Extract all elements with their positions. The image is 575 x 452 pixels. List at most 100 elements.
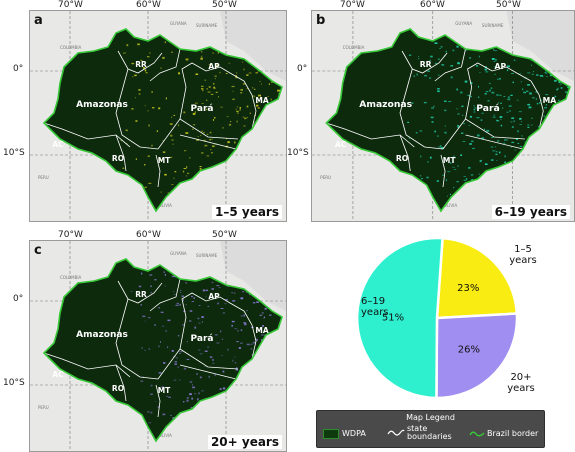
regrowth-patch: [141, 304, 143, 305]
regrowth-patch: [456, 109, 458, 110]
regrowth-patch: [127, 44, 129, 46]
state-label: AP: [495, 62, 507, 71]
regrowth-patch: [545, 72, 546, 73]
regrowth-patch: [147, 56, 150, 57]
regrowth-patch: [462, 115, 463, 116]
state-label: MT: [443, 156, 457, 165]
regrowth-patch: [522, 88, 523, 90]
regrowth-patch: [164, 272, 165, 273]
regrowth-patch: [208, 91, 211, 92]
regrowth-patch: [222, 128, 224, 129]
regrowth-patch: [208, 346, 209, 348]
panel-letter: a: [34, 13, 43, 28]
regrowth-patch: [186, 166, 187, 168]
regrowth-patch: [137, 44, 140, 46]
regrowth-patch: [527, 125, 529, 126]
regrowth-patch: [565, 92, 567, 93]
regrowth-patch: [163, 362, 165, 364]
regrowth-patch: [189, 393, 192, 395]
regrowth-patch: [445, 126, 446, 127]
regrowth-patch: [407, 122, 409, 123]
regrowth-patch: [544, 116, 546, 117]
regrowth-patch: [457, 125, 459, 127]
regrowth-patch: [121, 140, 122, 141]
regrowth-patch: [508, 96, 509, 98]
regrowth-patch: [189, 157, 190, 158]
regrowth-patch: [531, 125, 532, 126]
state-label: MT: [158, 386, 171, 395]
regrowth-patch: [203, 391, 204, 392]
regrowth-patch: [204, 140, 207, 141]
regrowth-patch: [139, 94, 141, 95]
regrowth-patch: [457, 166, 458, 167]
regrowth-patch: [232, 360, 233, 362]
regrowth-patch: [159, 372, 162, 373]
regrowth-patch: [151, 292, 152, 293]
regrowth-patch: [215, 334, 218, 336]
state-label: RO: [396, 154, 409, 163]
regrowth-patch: [149, 52, 150, 53]
regrowth-patch: [503, 96, 505, 97]
regrowth-patch: [170, 415, 171, 416]
regrowth-patch: [222, 355, 223, 356]
regrowth-patch: [151, 385, 153, 387]
regrowth-patch: [201, 51, 202, 52]
state-label: MA: [255, 96, 268, 105]
regrowth-patch: [200, 168, 202, 169]
regrowth-patch: [244, 117, 246, 119]
regrowth-patch: [241, 329, 243, 331]
regrowth-patch: [545, 94, 548, 95]
regrowth-patch: [227, 141, 229, 143]
regrowth-patch: [173, 178, 174, 179]
regrowth-patch: [158, 406, 159, 407]
regrowth-patch: [162, 414, 165, 416]
regrowth-patch: [123, 168, 125, 169]
regrowth-patch: [527, 84, 530, 86]
regrowth-patch: [538, 126, 539, 127]
regrowth-patch: [135, 120, 137, 122]
regrowth-patch: [183, 112, 185, 114]
regrowth-patch: [165, 41, 166, 43]
regrowth-patch: [189, 320, 191, 321]
regrowth-patch: [439, 48, 441, 49]
regrowth-patch: [207, 134, 209, 135]
regrowth-patch: [476, 65, 478, 66]
regrowth-patch: [444, 101, 447, 102]
regrowth-patch: [194, 297, 195, 299]
regrowth-patch: [131, 291, 133, 292]
regrowth-patch: [501, 125, 502, 127]
regrowth-patch: [409, 55, 411, 57]
regrowth-patch: [145, 321, 146, 322]
regrowth-patch: [148, 183, 151, 184]
regrowth-patch: [494, 115, 495, 116]
regrowth-patch: [242, 291, 244, 292]
regrowth-patch: [211, 94, 214, 95]
regrowth-patch: [221, 308, 224, 309]
regrowth-patch: [198, 136, 200, 137]
regrowth-patch: [161, 312, 164, 313]
regrowth-patch: [223, 312, 225, 313]
regrowth-patch: [141, 347, 142, 348]
country-label: COLOMBIA: [60, 45, 82, 50]
regrowth-patch: [157, 130, 158, 132]
regrowth-patch: [233, 91, 234, 92]
regrowth-patch: [183, 401, 185, 402]
regrowth-patch: [243, 116, 244, 117]
regrowth-patch: [234, 328, 237, 329]
regrowth-patch: [431, 107, 434, 108]
regrowth-patch: [145, 106, 146, 107]
regrowth-patch: [473, 105, 474, 106]
state-label: AC: [52, 370, 64, 379]
regrowth-patch: [514, 60, 515, 61]
regrowth-patch: [185, 132, 188, 134]
regrowth-patch: [212, 53, 213, 54]
regrowth-patch: [499, 95, 501, 96]
regrowth-patch: [217, 285, 220, 286]
regrowth-patch: [234, 357, 236, 358]
regrowth-patch: [184, 168, 187, 169]
regrowth-patch: [453, 50, 455, 52]
regrowth-patch: [232, 321, 235, 322]
regrowth-patch: [494, 50, 497, 51]
regrowth-patch: [144, 164, 145, 166]
